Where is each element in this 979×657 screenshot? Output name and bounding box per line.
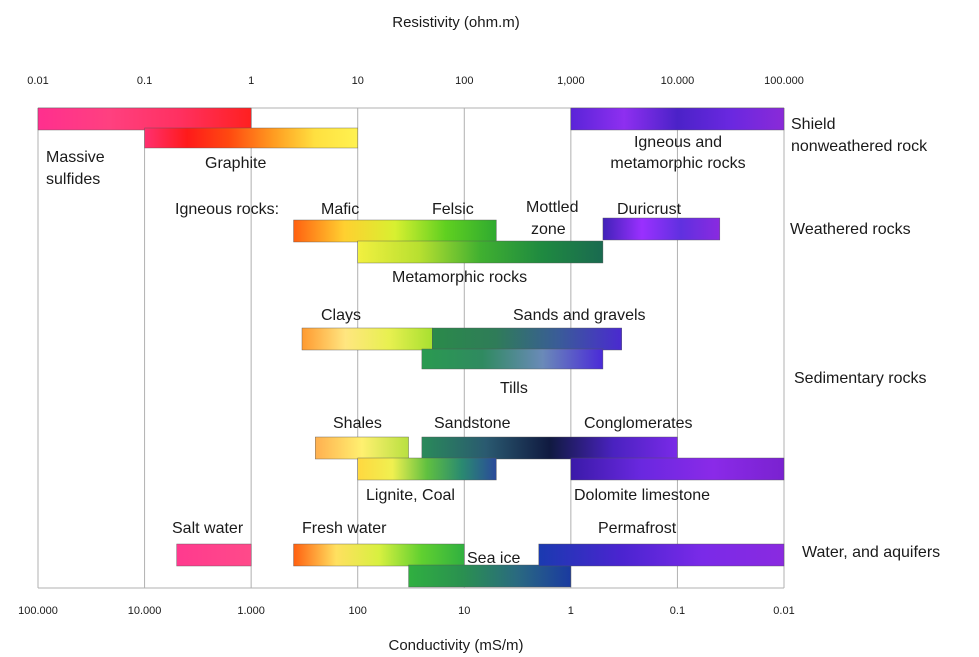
- range-bar-sandstone-to-conglomerates: [421, 436, 678, 460]
- label-igneous-metamorphic-2: metamorphic rocks: [610, 155, 745, 172]
- bar-layer: [37, 107, 785, 588]
- label-permafrost: Permafrost: [598, 520, 677, 537]
- bottom-tick-label: 0.01: [773, 605, 794, 617]
- bottom-tick-label: 10.000: [128, 605, 162, 617]
- top-tick-label: 10: [352, 75, 364, 87]
- label-tills: Tills: [500, 380, 528, 397]
- label-mafic: Mafic: [321, 201, 359, 218]
- label-sea-ice: Sea ice: [467, 550, 520, 567]
- bottom-tick-label: 100.000: [18, 605, 58, 617]
- top-tick-label: 0.1: [137, 75, 152, 87]
- label-dolomite-limestone: Dolomite limestone: [574, 487, 710, 504]
- top-tick-label: 100: [455, 75, 473, 87]
- category-shield-2: nonweathered rock: [791, 138, 928, 155]
- range-bar-metamorphic-rocks: [357, 240, 604, 264]
- label-fresh-water: Fresh water: [302, 520, 387, 537]
- label-clays: Clays: [321, 307, 361, 324]
- range-bar-clays: [301, 327, 433, 351]
- label-duricrust: Duricrust: [617, 201, 682, 218]
- range-bar-tills: [421, 348, 604, 370]
- bottom-tick-label: 10: [458, 605, 470, 617]
- label-mottled: Mottled: [526, 199, 578, 216]
- label-sandstone: Sandstone: [434, 415, 511, 432]
- range-bar-sands-and-gravels: [432, 327, 622, 351]
- category-weathered: Weathered rocks: [790, 221, 911, 238]
- bottom-axis-title: Conductivity (mS/m): [388, 637, 523, 654]
- range-bar-duricrust: [602, 217, 721, 241]
- bottom-tick-label: 1: [568, 605, 574, 617]
- label-sands-gravels: Sands and gravels: [513, 307, 646, 324]
- top-tick-label: 1: [248, 75, 254, 87]
- label-shales: Shales: [333, 415, 382, 432]
- category-shield-1: Shield: [791, 116, 835, 133]
- label-igneous-rocks: Igneous rocks:: [175, 201, 279, 218]
- label-salt-water: Salt water: [172, 520, 244, 537]
- range-bar-igneous-and-metamorphic-rocks: [570, 107, 785, 131]
- bottom-tick-label: 100: [349, 605, 367, 617]
- top-axis-title: Resistivity (ohm.m): [392, 14, 520, 31]
- range-bar-igneous-rocks-mafic-to-felsic: [293, 219, 497, 243]
- label-metamorphic-rocks: Metamorphic rocks: [392, 269, 527, 286]
- top-tick-label: 100.000: [764, 75, 804, 87]
- label-zone: zone: [531, 221, 566, 238]
- top-tick-label: 0.01: [27, 75, 48, 87]
- label-graphite: Graphite: [205, 155, 266, 172]
- category-sedimentary: Sedimentary rocks: [794, 370, 927, 387]
- range-bar-massive-sulfides: [37, 107, 252, 131]
- range-bar-permafrost: [538, 543, 785, 567]
- range-bar-dolomite-limestone: [570, 457, 785, 481]
- label-lignite-coal: Lignite, Coal: [366, 487, 455, 504]
- range-bar-salt-water: [176, 543, 252, 567]
- bottom-tick-label: 1.000: [237, 605, 265, 617]
- top-tick-label: 1,000: [557, 75, 585, 87]
- range-bar-sea-ice: [408, 564, 572, 588]
- range-bar-graphite: [144, 127, 358, 149]
- label-massive-sulfides-2: sulfides: [46, 171, 100, 188]
- label-igneous-metamorphic-1: Igneous and: [634, 134, 722, 151]
- bottom-tick-label: 0.1: [670, 605, 685, 617]
- label-massive-sulfides-1: Massive: [46, 149, 105, 166]
- category-water: Water, and aquifers: [802, 544, 940, 561]
- range-bar-fresh-water: [293, 543, 465, 567]
- range-bar-lignite-coal: [357, 457, 497, 481]
- label-felsic: Felsic: [432, 201, 474, 218]
- range-bar-shales: [315, 436, 409, 460]
- text-layer: Resistivity (ohm.m) Conductivity (mS/m) …: [46, 14, 940, 654]
- top-tick-label: 10.000: [661, 75, 695, 87]
- label-conglomerates: Conglomerates: [584, 415, 693, 432]
